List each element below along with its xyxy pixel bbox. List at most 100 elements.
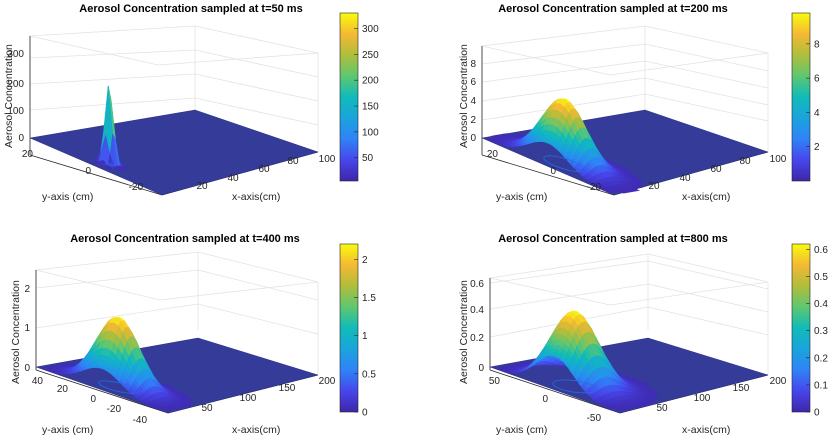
colorbar-tick-label: 4 bbox=[814, 108, 820, 119]
chart-1-yticks-1: 0 bbox=[85, 166, 91, 177]
chart-4-surface bbox=[497, 310, 661, 411]
colorbar-tick-label: 0.3 bbox=[814, 326, 828, 337]
chart-1-floor bbox=[29, 109, 319, 196]
colorbar-tick-label: 150 bbox=[362, 102, 379, 113]
chart-4-zticks-0: 0 bbox=[478, 363, 484, 374]
chart-1-xticks-0: 20 bbox=[196, 181, 208, 192]
surface-patch bbox=[600, 188, 606, 192]
chart-panel-2: Aerosol Concentration sampled at t=200 m… bbox=[458, 3, 820, 203]
chart-1-zticks-0: 0 bbox=[18, 133, 24, 144]
chart-1-yticks-0: 20 bbox=[22, 149, 34, 160]
chart-3-yticks-1: 20 bbox=[57, 384, 69, 395]
chart-4-zlabel: Aerosol Concentration bbox=[458, 280, 470, 384]
chart-4-yticks-2: -50 bbox=[587, 413, 602, 424]
chart-2-yticks-0: 20 bbox=[487, 149, 499, 160]
chart-1-title: Aerosol Concentration sampled at t=50 ms bbox=[79, 3, 302, 15]
chart-3-xticks-0: 50 bbox=[201, 403, 213, 414]
colorbar-tick-label: 8 bbox=[814, 39, 820, 50]
chart-4-yticks-0: 50 bbox=[489, 376, 501, 387]
chart-1-colorbar-bar bbox=[339, 12, 359, 182]
chart-3-surface bbox=[44, 316, 194, 411]
chart-panel-3: Aerosol Concentration sampled at t=400 m… bbox=[10, 233, 376, 436]
chart-2-xticks-1: 40 bbox=[679, 173, 691, 184]
chart-4-title: Aerosol Concentration sampled at t=800 m… bbox=[498, 233, 728, 245]
chart-1-colorbar: 50 100 150 200 250 300 bbox=[339, 12, 379, 182]
chart-3-zlabel: Aerosol Concentration bbox=[10, 280, 22, 384]
chart-3-yticks-2: 0 bbox=[90, 394, 96, 405]
colorbar-tick-label: 2 bbox=[362, 255, 368, 266]
chart-2-zticks-0: 0 bbox=[470, 133, 476, 144]
chart-1-xlabel: x-axis(cm) bbox=[232, 191, 280, 203]
floor-contour bbox=[105, 162, 114, 167]
chart-4-zticks-1: 0.2 bbox=[470, 333, 484, 344]
chart-2-zticks-4: 8 bbox=[470, 59, 476, 70]
chart-2-ticks: 0 2 4 6 8 20 0 -20 20 40 60 80 100 bbox=[470, 59, 786, 193]
surface-patch bbox=[615, 407, 624, 411]
chart-2-ylabel: y-axis (cm) bbox=[496, 191, 547, 203]
chart-2-xticks-2: 60 bbox=[710, 164, 722, 175]
chart-2-zticks-3: 6 bbox=[470, 77, 476, 88]
colorbar-tick-label: 1 bbox=[362, 331, 368, 342]
chart-4-xticks-0: 50 bbox=[656, 403, 668, 414]
chart-4-ticks: 0 0.2 0.4 0.6 50 0 -50 50 100 150 200 bbox=[470, 279, 787, 424]
chart-4-zticks-3: 0.6 bbox=[470, 279, 484, 290]
chart-2-zlabel: Aerosol Concentration bbox=[458, 44, 470, 148]
chart-1-zticks-2: 200 bbox=[7, 79, 24, 90]
chart-3-ticks: 0 1 2 40 20 0 -20 -40 50 100 150 200 bbox=[24, 284, 335, 426]
floor-contour bbox=[98, 380, 139, 394]
chart-1-xticks-3: 80 bbox=[287, 156, 299, 167]
chart-1-yticks-2: -20 bbox=[129, 182, 144, 193]
surface-patch bbox=[154, 407, 161, 411]
surface-patch bbox=[550, 353, 556, 356]
chart-4-yticks-1: 0 bbox=[542, 394, 548, 405]
chart-3-ylabel: y-axis (cm) bbox=[42, 424, 93, 436]
surface-patch bbox=[163, 407, 172, 411]
chart-4-xlabel: x-axis(cm) bbox=[682, 424, 730, 436]
chart-1-surface bbox=[91, 85, 129, 171]
colorbar-tick-label: 0 bbox=[362, 408, 368, 419]
chart-1-zticks-1: 100 bbox=[7, 106, 24, 117]
colorbar-tick-label: 0 bbox=[814, 408, 820, 419]
surface-patch bbox=[105, 164, 113, 170]
chart-panel-4: Aerosol Concentration sampled at t=800 m… bbox=[458, 233, 828, 436]
surface-patch bbox=[92, 366, 99, 368]
chart-3-xticks-1: 100 bbox=[240, 393, 257, 404]
chart-4-colorbar-bar bbox=[791, 243, 811, 413]
colorbar-tick-label: 0.1 bbox=[814, 380, 828, 391]
chart-2-xlabel: x-axis(cm) bbox=[682, 191, 730, 203]
chart-4-xticks-1: 100 bbox=[694, 393, 711, 404]
chart-2-surface bbox=[486, 98, 644, 194]
chart-3-xlabel: x-axis(cm) bbox=[232, 424, 280, 436]
chart-1-zlabel: Aerosol Concentration bbox=[3, 44, 15, 148]
chart-1-xticks-4: 100 bbox=[319, 154, 336, 165]
chart-3-xticks-2: 150 bbox=[279, 383, 296, 394]
colorbar-tick-label: 300 bbox=[362, 24, 379, 35]
colorbar-tick-label: 2 bbox=[814, 142, 820, 153]
chart-2-xticks-4: 100 bbox=[770, 154, 787, 165]
chart-3-zticks-1: 1 bbox=[24, 323, 30, 334]
chart-2-yticks-2: -20 bbox=[587, 182, 602, 193]
chart-3-zticks-2: 2 bbox=[24, 284, 30, 295]
surface-patch bbox=[605, 190, 613, 194]
colorbar-tick-label: 6 bbox=[814, 74, 820, 85]
chart-3-zticks-0: 0 bbox=[24, 363, 30, 374]
floor-contour bbox=[552, 379, 597, 394]
chart-3-colorbar: 0 0.5 1 1.5 2 bbox=[339, 243, 376, 419]
colorbar-tick-label: 0.5 bbox=[814, 272, 828, 283]
chart-3-yticks-0: 40 bbox=[32, 376, 44, 387]
chart-3-axes bbox=[35, 251, 319, 414]
colorbar-tick-label: 250 bbox=[362, 50, 379, 61]
chart-2-zticks-2: 4 bbox=[470, 96, 476, 107]
surface-patch bbox=[113, 165, 123, 171]
colorbar-tick-label: 0.5 bbox=[362, 369, 376, 380]
chart-2-xticks-0: 20 bbox=[648, 181, 660, 192]
chart-3-title: Aerosol Concentration sampled at t=400 m… bbox=[70, 233, 300, 245]
chart-2-colorbar-bar bbox=[791, 12, 811, 182]
chart-2-zticks-1: 2 bbox=[470, 115, 476, 126]
chart-2-colorbar: 2 4 6 8 bbox=[791, 12, 820, 182]
surface-patch bbox=[618, 190, 628, 194]
chart-2-title: Aerosol Concentration sampled at t=200 m… bbox=[498, 3, 728, 15]
chart-3-yticks-3: -20 bbox=[107, 404, 122, 415]
chart-3-yticks-4: -40 bbox=[133, 415, 148, 426]
surface-patch bbox=[538, 140, 545, 143]
